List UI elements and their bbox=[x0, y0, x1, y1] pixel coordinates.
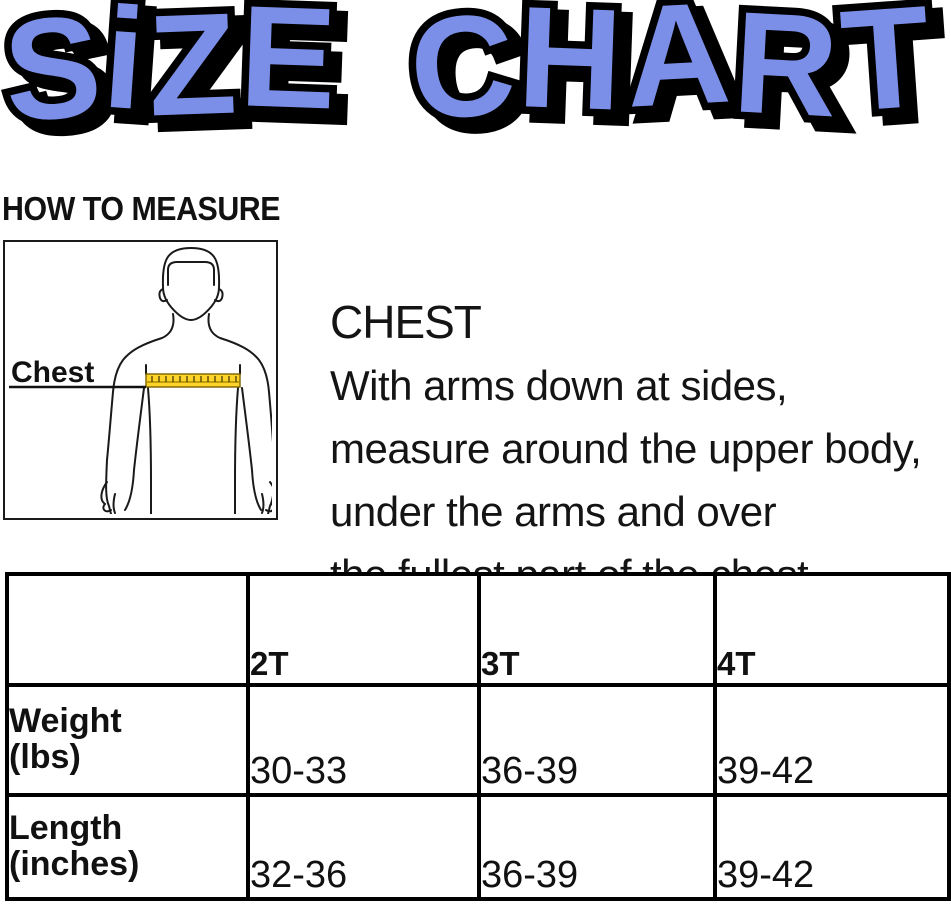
hairline bbox=[167, 261, 215, 286]
table-corner-cell bbox=[5, 572, 250, 687]
left-ear bbox=[158, 288, 168, 303]
table-row-weight: Weight (lbs) 30-33 36-39 39-42 bbox=[5, 683, 951, 797]
length-4t-value: 39-42 bbox=[713, 793, 951, 901]
column-header-4t: 4T bbox=[713, 572, 951, 687]
chest-tape bbox=[145, 373, 241, 388]
right-hand bbox=[261, 481, 272, 514]
length-2t-value: 32-36 bbox=[246, 793, 481, 901]
right-inner-arm bbox=[241, 387, 262, 511]
size-table-header-row: 2T 3T 4T bbox=[5, 572, 951, 687]
table-row-length: Length (inches) 32-36 36-39 39-42 bbox=[5, 793, 951, 901]
weight-4t-value: 39-42 bbox=[713, 683, 951, 797]
row-label-length: Length (inches) bbox=[5, 793, 250, 901]
weight-2t-value: 30-33 bbox=[246, 683, 481, 797]
right-shoulder-arm bbox=[207, 313, 272, 514]
measure-instructions: CHEST With arms down at sides, measure a… bbox=[330, 296, 951, 606]
right-ear bbox=[214, 288, 224, 303]
chest-section-body: With arms down at sides, measure around … bbox=[330, 362, 922, 598]
size-table: 2T 3T 4T Weight (lbs) 30-33 36-39 39-42 … bbox=[5, 572, 951, 901]
head-outline bbox=[161, 247, 221, 321]
page-title-fill: SiZE CHART bbox=[0, 0, 940, 153]
row-label-weight: Weight (lbs) bbox=[5, 683, 250, 797]
column-header-3t: 3T bbox=[477, 572, 717, 687]
weight-3t-value: 36-39 bbox=[477, 683, 717, 797]
right-torso-side bbox=[234, 387, 239, 514]
measure-diagram-box: Chest bbox=[3, 240, 278, 520]
chest-section-heading: CHEST bbox=[330, 296, 482, 348]
left-torso-side bbox=[147, 387, 152, 514]
column-header-2t: 2T bbox=[246, 572, 481, 687]
how-to-measure-heading: HOW TO MEASURE bbox=[2, 190, 281, 227]
body-figure-illustration: Chest bbox=[9, 247, 272, 514]
left-hand bbox=[100, 481, 116, 514]
chest-label: Chest bbox=[11, 356, 94, 389]
left-inner-arm bbox=[124, 387, 145, 511]
left-shoulder-arm bbox=[105, 313, 175, 514]
page-title: SiZE CHART SiZE CHART SiZE CHART bbox=[0, 0, 951, 169]
length-3t-value: 36-39 bbox=[477, 793, 717, 901]
